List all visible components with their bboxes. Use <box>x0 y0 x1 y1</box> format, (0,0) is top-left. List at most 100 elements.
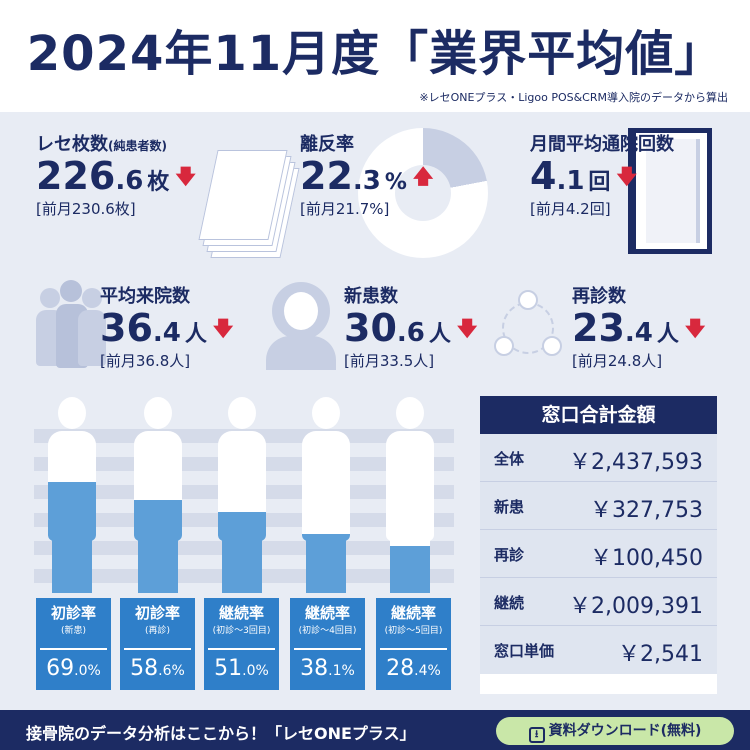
kpi-receipts-note: (純患者数) <box>108 139 167 153</box>
rate-value: 51.0% <box>208 648 275 686</box>
money-row-label: 新患 <box>494 498 525 516</box>
kpi-churn: 離反率 22.3% 🡅 [前月21.7%] <box>300 130 433 219</box>
kpi-new-patients-label: 新患数 <box>344 286 398 307</box>
money-table-title: 窓口合計金額 <box>480 396 717 434</box>
page-title: 2024年11月度「業界平均値」 <box>0 14 750 84</box>
title-bracket-close: 」 <box>674 26 724 82</box>
kpi-revisits-prev: [前月24.8人] <box>572 351 663 370</box>
rate-name: 初診率 <box>134 604 180 622</box>
money-row-value: ￥2,009,391 <box>569 594 703 619</box>
kpi-churn-prev: [前月21.7%] <box>300 199 390 218</box>
rate-card: 継続率 (初診～4回目) 38.1% <box>290 598 365 690</box>
retention-fill <box>222 537 262 593</box>
money-row-value: ￥2,541 <box>618 642 703 667</box>
retention-fill <box>48 482 96 541</box>
rate-value: 58.6% <box>124 648 191 686</box>
retention-fill <box>306 537 346 593</box>
kpi-avg-visits: 月間平均通院回数 4.1 回 🡇 [前月4.2回] <box>530 130 674 219</box>
kpi-avg-patients-label: 平均来院数 <box>100 286 190 307</box>
kpi-receipts-prev: [前月230.6枚] <box>36 199 136 218</box>
body-figure <box>122 397 194 593</box>
paper-stack-icon <box>198 150 300 260</box>
money-row-label: 再診 <box>494 546 525 564</box>
kpi-avg-patients-value: 36.4 人 🡇 <box>100 306 234 350</box>
money-row-label: 継続 <box>494 594 525 612</box>
rate-sub: (初診～4回目) <box>298 626 357 636</box>
trend-down-icon: 🡇 <box>212 316 234 340</box>
kpi-revisits-label: 再診数 <box>572 286 626 307</box>
rate-card: 継続率 (初診～5回目) 28.4% <box>376 598 451 690</box>
people-group-icon <box>36 280 106 370</box>
donut-chart-icon <box>358 128 488 258</box>
kpi-avg-patients-prev: [前月36.8人] <box>100 351 191 370</box>
rate-name: 初診率 <box>50 604 96 622</box>
download-button[interactable]: ⭳ 資料ダウンロード(無料) <box>496 717 734 745</box>
rate-name: 継続率 <box>218 604 264 622</box>
kpi-avg-patients: 平均来院数 36.4 人 🡇 [前月36.8人] <box>100 282 233 371</box>
title-emphasis: 業界平均値 <box>429 26 675 82</box>
kpi-revisits: 再診数 23.4 人 🡇 [前月24.8人] <box>572 282 705 371</box>
kpi-receipts-label: レセ枚数(純患者数) <box>36 134 167 155</box>
money-row-value: ￥327,753 <box>590 498 703 523</box>
table-row: 継続 ￥2,009,391 <box>480 578 717 626</box>
rate-sub: (再診) <box>144 626 171 636</box>
rate-card: 初診率 (新患) 69.0% <box>36 598 111 690</box>
rate-sub: (新患) <box>60 626 87 636</box>
kpi-churn-value: 22.3% 🡅 <box>300 154 434 198</box>
kpi-churn-label: 離反率 <box>300 134 354 155</box>
rate-sub: (初診～3回目) <box>212 626 271 636</box>
window-total-table: 窓口合計金額 全体 ￥2,437,593 新患 ￥327,753 再診 ￥100,45… <box>480 396 717 694</box>
rate-value: 38.1% <box>294 648 361 686</box>
kpi-new-patients-prev: [前月33.5人] <box>344 351 435 370</box>
table-row: 全体 ￥2,437,593 <box>480 434 717 482</box>
kpi-avg-visits-prev: [前月4.2回] <box>530 199 611 218</box>
retention-figures <box>34 395 454 595</box>
retention-fill <box>134 499 182 541</box>
kpi-avg-visits-label: 月間平均通院回数 <box>530 134 674 155</box>
rate-value: 69.0% <box>40 648 107 686</box>
retention-fill <box>218 512 266 541</box>
kpi-new-patients-value: 30.6 人 🡇 <box>344 306 478 350</box>
header: 2024年11月度「業界平均値」 ※レセONEプラス・Ligoo POS&CRM… <box>0 0 750 112</box>
trend-down-icon: 🡇 <box>616 164 637 188</box>
rate-sub: (初診～5回目) <box>384 626 443 636</box>
title-main: 2024年11月度 <box>26 26 381 82</box>
rate-value: 28.4% <box>380 648 447 686</box>
kpi-avg-visits-value: 4.1 回 🡇 <box>530 154 637 198</box>
footer-banner: 接骨院のデータ分析はここから！「レセONEプラス」 ⭳ 資料ダウンロード(無料) <box>0 710 750 750</box>
body-figure <box>290 397 362 593</box>
body-figure <box>36 397 108 593</box>
kpi-revisits-value: 23.4 人 🡇 <box>572 306 706 350</box>
rate-card: 初診率 (再診) 58.6% <box>120 598 195 690</box>
trend-down-icon: 🡇 <box>456 316 478 340</box>
money-row-value: ￥100,450 <box>590 546 703 571</box>
rate-name: 継続率 <box>304 604 350 622</box>
download-button-label: 資料ダウンロード(無料) <box>548 723 702 739</box>
retention-fill <box>390 545 430 593</box>
money-table-body: 全体 ￥2,437,593 新患 ￥327,753 再診 ￥100,450 継続 ￥2,… <box>480 434 717 674</box>
money-row-value: ￥2,437,593 <box>569 450 703 475</box>
trend-down-icon: 🡇 <box>684 316 706 340</box>
table-row: 新患 ￥327,753 <box>480 482 717 530</box>
download-icon: ⭳ <box>528 727 545 743</box>
door-icon <box>628 128 712 254</box>
table-row: 窓口単価 ￥2,541 <box>480 626 717 674</box>
retention-fill <box>138 537 178 593</box>
source-note: ※レセONEプラス・Ligoo POS&CRM導入院のデータから算出 <box>419 91 728 104</box>
footer-text: 接骨院のデータ分析はここから！「レセONEプラス」 <box>26 724 416 743</box>
retention-fill <box>52 537 92 593</box>
money-row-label: 窓口単価 <box>494 642 555 660</box>
table-row: 再診 ￥100,450 <box>480 530 717 578</box>
money-row-label: 全体 <box>494 450 525 468</box>
rate-name: 継続率 <box>390 604 436 622</box>
kpi-receipts-value: 226.6 枚 🡇 <box>36 154 196 198</box>
kpi-new-patients: 新患数 30.6 人 🡇 [前月33.5人] <box>344 282 477 371</box>
rate-card: 継続率 (初診～3回目) 51.0% <box>204 598 279 690</box>
trend-up-icon: 🡅 <box>412 164 434 188</box>
new-patient-avatar-icon <box>266 280 336 370</box>
title-bracket-open: 「 <box>380 26 430 82</box>
kpi-receipts: レセ枚数(純患者数) 226.6 枚 🡇 [前月230.6枚] <box>36 130 196 219</box>
revisit-cycle-icon <box>492 290 564 370</box>
trend-down-icon: 🡇 <box>175 164 196 188</box>
body-figure <box>374 397 446 593</box>
